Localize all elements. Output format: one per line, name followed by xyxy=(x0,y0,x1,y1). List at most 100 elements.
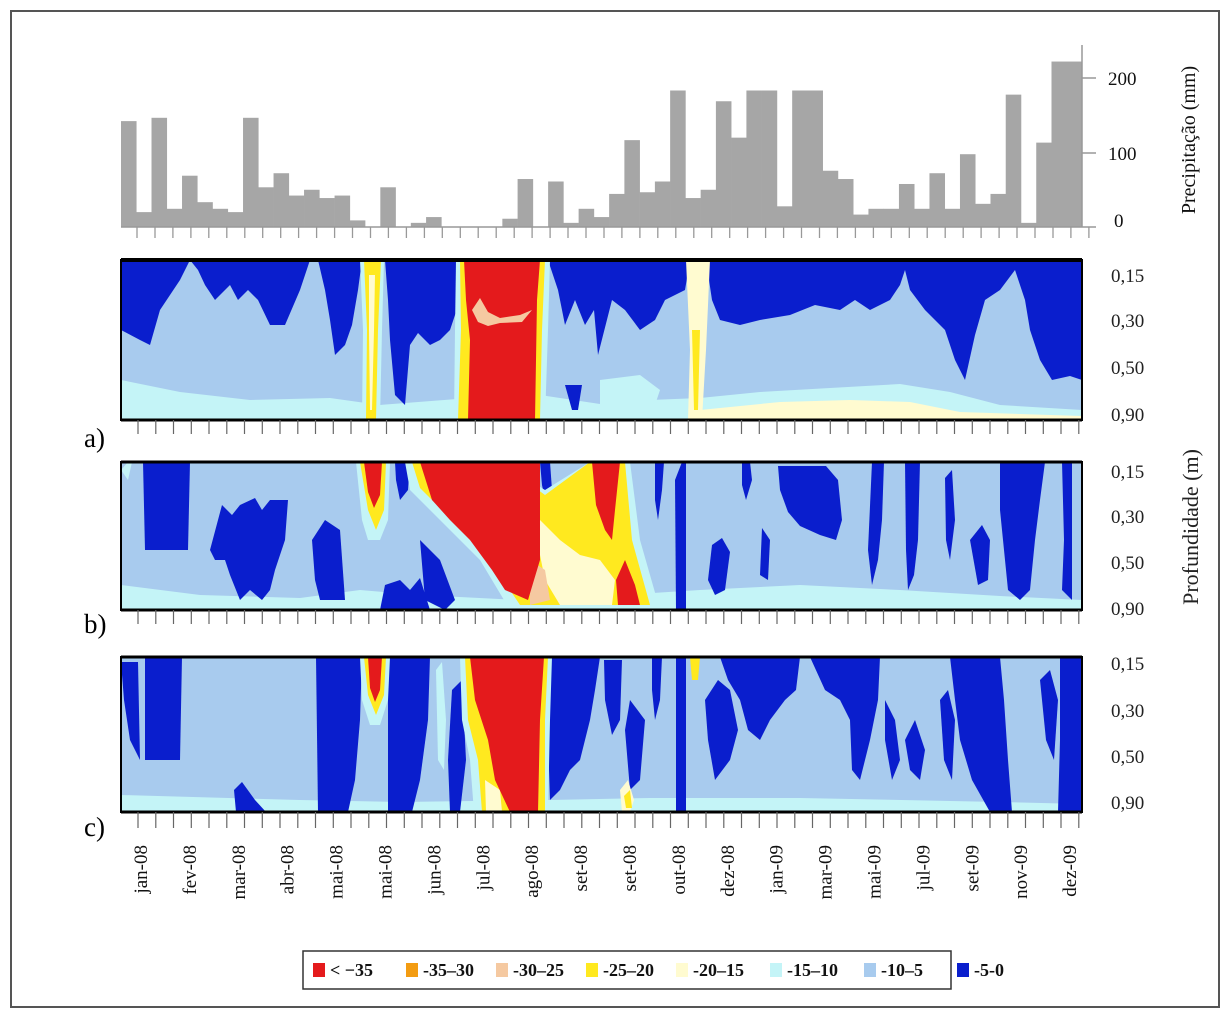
month-tick-label: set-08 xyxy=(620,845,641,891)
precip-bar xyxy=(975,203,991,227)
legend-swatch xyxy=(313,963,325,977)
precip-bar xyxy=(990,193,1007,227)
precip-bar xyxy=(792,90,808,227)
precip-bar xyxy=(304,189,320,227)
panel-label-b: b) xyxy=(84,609,107,639)
panel-b-dry-zone xyxy=(420,462,540,600)
precip-bar xyxy=(700,189,717,227)
precip-bar xyxy=(731,137,747,227)
depth-tick-label: 0,30 xyxy=(1111,701,1144,722)
month-tick-label: dez-08 xyxy=(718,845,739,897)
legend-label: -20–15 xyxy=(693,960,744,980)
month-tick-label: jan-08 xyxy=(131,845,152,895)
precip-bar xyxy=(715,101,732,227)
panel-a-dry-zone xyxy=(464,260,540,420)
depth-axis-label: Profundidade (m) xyxy=(1178,449,1203,605)
legend-swatch xyxy=(864,963,876,977)
depth-tick-label: 0,30 xyxy=(1111,507,1144,528)
precip-bar xyxy=(959,154,976,227)
precip-bar xyxy=(121,121,137,227)
precip-bar xyxy=(1005,94,1022,227)
precip-tick-200: 200 xyxy=(1108,69,1137,90)
precip-bar xyxy=(914,208,930,227)
precip-bar xyxy=(685,198,701,227)
legend-label: < −35 xyxy=(330,960,373,980)
panel-tick-rows xyxy=(137,420,1080,828)
panel-b-wet-zone xyxy=(143,462,190,550)
depth-tick-label: 0,90 xyxy=(1111,599,1144,620)
precip-bar xyxy=(776,206,793,227)
legend-swatch xyxy=(676,963,688,977)
precip-bar xyxy=(624,140,640,227)
month-tick-label: mai-08 xyxy=(376,845,397,899)
month-tick-label: mai-09 xyxy=(865,845,886,899)
precip-bar xyxy=(258,187,274,227)
precip-bar xyxy=(349,220,366,227)
month-tick-label: nov-09 xyxy=(1011,845,1032,899)
precip-x-ticks xyxy=(136,227,1090,238)
month-tick-label: mai-08 xyxy=(327,845,348,899)
precip-bar xyxy=(639,192,656,227)
precip-bar xyxy=(837,179,854,227)
legend-label: -35–30 xyxy=(423,960,474,980)
precip-bar xyxy=(609,193,625,227)
depth-tick-label: 0,15 xyxy=(1111,654,1144,675)
precip-bar xyxy=(578,208,595,227)
precip-bar xyxy=(868,208,884,227)
panel-label-a: a) xyxy=(84,423,105,453)
month-tick-label: jan-09 xyxy=(767,845,788,895)
precip-bar xyxy=(212,208,229,227)
precip-tick-100: 100 xyxy=(1108,144,1137,165)
precip-bar xyxy=(243,117,259,227)
precip-bar xyxy=(136,212,152,227)
legend-label: -30–25 xyxy=(513,960,564,980)
legend-swatch xyxy=(770,963,782,977)
month-tick-label: set-09 xyxy=(962,845,983,891)
month-tick-label: fev-08 xyxy=(180,845,201,895)
panel-a xyxy=(120,258,1083,422)
precip-bar xyxy=(654,181,671,227)
precip-bar xyxy=(1020,222,1037,227)
depth-tick-labels: 0,15 0,30 0,50 0,90 0,15 0,30 0,50 0,90 0,15 0,30… xyxy=(1111,266,1144,814)
precip-bar xyxy=(166,208,183,227)
precip-bar xyxy=(502,218,518,227)
precip-bar xyxy=(288,195,305,227)
precip-bar xyxy=(151,117,168,227)
precip-bar xyxy=(593,217,610,227)
precip-bar xyxy=(746,90,762,227)
precip-bar xyxy=(670,90,686,227)
precip-bar xyxy=(319,198,335,227)
month-tick-label: dez-09 xyxy=(1060,845,1081,897)
panel-c-dry-zone xyxy=(470,657,544,812)
precipitation-bars xyxy=(121,61,1083,227)
precipitation-chart: 200 100 0 Precipitação (mm) xyxy=(121,45,1200,238)
precip-bar xyxy=(334,195,351,227)
panel-c-background xyxy=(121,657,1082,812)
legend-swatch xyxy=(586,963,598,977)
precip-bar xyxy=(182,175,198,227)
panel-label-c: c) xyxy=(84,812,105,842)
month-tick-label: abr-08 xyxy=(278,845,299,894)
month-tick-label: jul-08 xyxy=(473,845,494,891)
precip-bar xyxy=(227,212,244,227)
legend-label: -25–20 xyxy=(603,960,654,980)
precip-bar xyxy=(426,217,442,227)
precip-bar xyxy=(410,222,427,227)
precip-bar xyxy=(822,170,839,227)
legend-label: -10–5 xyxy=(881,960,923,980)
depth-tick-label: 0,50 xyxy=(1111,747,1144,768)
precip-bar xyxy=(1051,61,1068,227)
precip-bar xyxy=(898,183,915,227)
panel-a-wet-zone xyxy=(121,260,190,345)
precip-bar xyxy=(1066,61,1083,227)
month-tick-label: mar-09 xyxy=(816,845,837,900)
depth-tick-label: 0,90 xyxy=(1111,793,1144,814)
precip-tick-0: 0 xyxy=(1114,211,1124,232)
month-tick-label: set-08 xyxy=(571,845,592,891)
precip-bar xyxy=(517,179,534,227)
precip-bar xyxy=(883,208,900,227)
precip-bar xyxy=(944,208,961,227)
month-tick-label: ago-08 xyxy=(522,845,543,898)
month-tick-labels: jan-08 fev-08 mar-08 abr-08 mai-08 mai-08 jun-… xyxy=(131,845,1081,900)
legend: < −35 -35–30 -30–25 -25–20 -20–15 -15–10 -10–5… xyxy=(302,950,1004,990)
